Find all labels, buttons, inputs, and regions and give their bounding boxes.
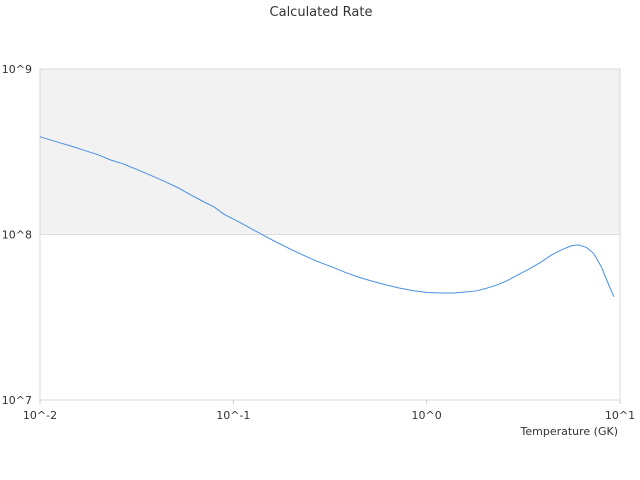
series-line xyxy=(39,136,615,298)
x-tick-label: 10^1 xyxy=(605,409,635,422)
axes xyxy=(39,234,621,404)
x-tick-labels: 10^-2 10^-1 10^0 10^1 xyxy=(23,409,635,422)
shaded-band xyxy=(40,69,620,235)
y-tick-label: 10^7 xyxy=(2,394,32,407)
y-tick-labels: 10^7 10^8 10^9 xyxy=(2,63,32,407)
chart-title: Calculated Rate xyxy=(270,5,373,20)
x-tick-label: 10^-1 xyxy=(216,409,250,422)
y-tick-label: 10^9 xyxy=(2,63,32,76)
x-tick-label: 10^0 xyxy=(412,409,442,422)
x-tick-label: 10^-2 xyxy=(23,409,57,422)
y-tick-label: 10^8 xyxy=(2,229,32,242)
x-axis-label: Temperature (GK) xyxy=(520,425,619,438)
